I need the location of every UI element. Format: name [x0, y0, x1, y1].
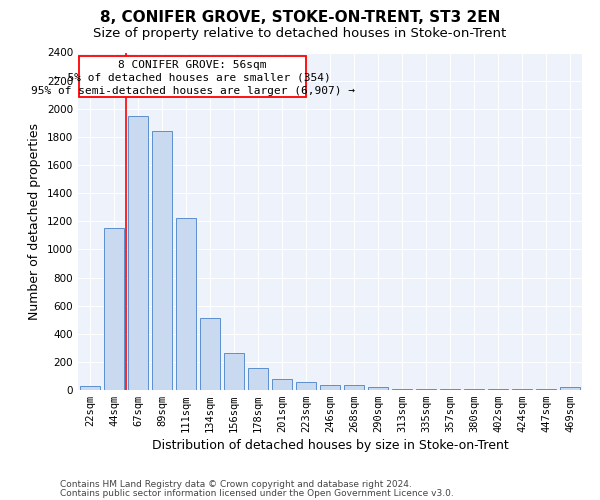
Y-axis label: Number of detached properties: Number of detached properties [28, 122, 41, 320]
Bar [368, 387, 388, 390]
Bar [128, 116, 148, 390]
Bar [200, 318, 220, 390]
Bar [344, 385, 364, 390]
Bar [80, 386, 100, 390]
Bar [320, 385, 340, 390]
Text: Size of property relative to detached houses in Stoke-on-Trent: Size of property relative to detached ho… [94, 28, 506, 40]
Bar [296, 382, 316, 390]
Bar [416, 389, 436, 390]
X-axis label: Distribution of detached houses by size in Stoke-on-Trent: Distribution of detached houses by size … [152, 440, 508, 452]
Text: Contains HM Land Registry data © Crown copyright and database right 2024.: Contains HM Land Registry data © Crown c… [60, 480, 412, 489]
Bar [104, 228, 124, 390]
Bar [224, 354, 244, 390]
Bar [248, 368, 268, 390]
Text: Contains public sector information licensed under the Open Government Licence v3: Contains public sector information licen… [60, 488, 454, 498]
Bar [560, 388, 580, 390]
Text: 8, CONIFER GROVE, STOKE-ON-TRENT, ST3 2EN: 8, CONIFER GROVE, STOKE-ON-TRENT, ST3 2E… [100, 10, 500, 25]
Text: 8 CONIFER GROVE: 56sqm: 8 CONIFER GROVE: 56sqm [118, 60, 267, 70]
Text: ← 5% of detached houses are smaller (354): ← 5% of detached houses are smaller (354… [54, 73, 331, 83]
FancyBboxPatch shape [79, 56, 306, 97]
Bar [152, 131, 172, 390]
Text: 95% of semi-detached houses are larger (6,907) →: 95% of semi-detached houses are larger (… [31, 86, 355, 96]
Bar [176, 218, 196, 390]
Bar [392, 388, 412, 390]
Bar [272, 379, 292, 390]
